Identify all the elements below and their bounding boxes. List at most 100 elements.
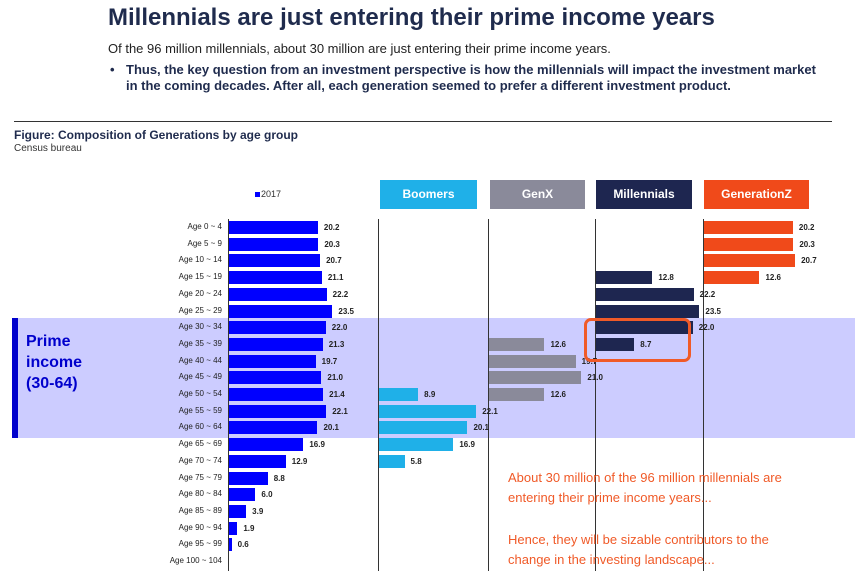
bar-genx (489, 388, 545, 401)
bar-value-label: 12.6 (550, 339, 567, 349)
y-tick-label: Age 25 ~ 29 (178, 305, 222, 315)
prime-income-band (12, 318, 855, 438)
bar-boomers (379, 454, 405, 468)
y-tick-label: Age 70 ~ 74 (178, 455, 222, 465)
bar-2017 (229, 271, 322, 285)
y-tick-label: Age 10 ~ 14 (178, 255, 222, 265)
page-subtitle: Of the 96 million millennials, about 30 … (108, 41, 611, 56)
bar-boomers (379, 388, 419, 401)
y-tick-label: Age 40 ~ 44 (178, 355, 222, 365)
chart-legend: 2017 (255, 189, 281, 199)
bar-2017 (229, 438, 304, 452)
note-line: About 30 million of the 96 million mille… (508, 470, 782, 485)
y-tick-label: Age 65 ~ 69 (178, 439, 222, 449)
y-tick-label: Age 35 ~ 39 (178, 338, 222, 348)
bar-2017 (229, 237, 319, 251)
bar-generationz (704, 271, 760, 285)
divider (14, 121, 832, 122)
y-tick-label: Age 45 ~ 49 (178, 372, 222, 382)
bar-generationz (704, 254, 796, 268)
bar-2017 (229, 538, 232, 552)
bar-2017 (229, 221, 318, 234)
bar-value-label: 22.1 (482, 406, 498, 416)
axis-line-genx (488, 219, 489, 571)
bar-millennials (596, 287, 694, 301)
bar-2017 (229, 321, 326, 335)
bar-value-label: 16.9 (309, 440, 325, 450)
bar-millennials (596, 271, 653, 285)
bar-value-label: 21.3 (328, 339, 345, 349)
axis-line-total (228, 219, 229, 571)
y-tick-label: Age 60 ~ 64 (178, 422, 222, 432)
page-title: Millennials are just entering their prim… (108, 4, 715, 31)
bar-2017 (229, 287, 327, 301)
bar-millennials (596, 337, 635, 351)
header-millennials: Millennials (596, 180, 692, 209)
prime-income-label: Prime income (30-64) (26, 331, 82, 394)
bar-value-label: 6.0 (261, 490, 273, 500)
bar-millennials (596, 321, 693, 335)
bar-value-label: 22.0 (698, 323, 715, 333)
y-tick-label: Age 100 ~ 104 (169, 556, 222, 565)
y-tick-label: Age 55 ~ 59 (178, 405, 222, 415)
bar-value-label: 23.5 (705, 306, 721, 316)
prime-income-accent (12, 318, 18, 438)
prime-label-line: income (26, 354, 83, 371)
bar-genx (489, 354, 576, 368)
y-tick-label: Age 50 ~ 54 (178, 389, 222, 398)
figure-source: Census bureau (14, 143, 82, 154)
y-tick-label: Age 80 ~ 84 (178, 489, 222, 499)
bar-value-label: 22.2 (699, 289, 716, 299)
bar-value-label: 16.9 (459, 440, 475, 450)
bar-2017 (229, 488, 256, 502)
bar-value-label: 12.6 (765, 273, 782, 283)
millennials-prime-highlight (584, 318, 691, 362)
bar-value-label: 21.0 (327, 373, 343, 383)
y-tick-label: Age 85 ~ 89 (178, 505, 222, 515)
bar-2017 (229, 354, 316, 368)
bar-boomers (379, 421, 468, 435)
bar-2017 (229, 371, 322, 385)
bar-value-label: 21.0 (587, 373, 603, 383)
bar-value-label: 12.8 (658, 273, 674, 283)
bar-2017 (229, 388, 324, 401)
note-line: entering their prime income years... (508, 490, 712, 505)
y-tick-label: Age 20 ~ 24 (178, 288, 222, 298)
y-tick-label: Age 0 ~ 4 (187, 222, 222, 231)
legend-label: 2017 (261, 189, 282, 199)
key-question-bullet: • Thus, the key question from an investm… (110, 62, 830, 94)
axis-line-generationz (703, 219, 704, 571)
bar-value-label: 20.1 (323, 423, 340, 433)
bar-value-label: 20.1 (473, 423, 490, 433)
bar-value-label: 8.8 (273, 473, 285, 483)
bar-genx (489, 371, 582, 385)
prime-label-line: Prime (26, 333, 71, 350)
bar-value-label: 12.9 (291, 456, 308, 466)
axis-line-boomers (378, 219, 379, 571)
bar-2017 (229, 304, 333, 318)
bar-value-label: 22.0 (331, 323, 348, 333)
bullet-text: Thus, the key question from an investmen… (126, 62, 816, 93)
bar-value-label: 0.6 (237, 540, 249, 550)
bar-value-label: 20.2 (798, 223, 815, 232)
bar-value-label: 22.1 (332, 406, 348, 416)
bar-value-label: 22.2 (332, 289, 349, 299)
bar-value-label: 20.7 (801, 256, 817, 266)
bar-value-label: 20.2 (323, 223, 340, 232)
bar-value-label: 20.3 (324, 239, 340, 249)
y-tick-label: Age 15 ~ 19 (178, 272, 222, 282)
bar-2017 (229, 504, 247, 518)
prime-label-line: (30-64) (26, 375, 78, 392)
bar-value-label: 21.1 (327, 273, 344, 283)
header-genx: GenX (490, 180, 585, 209)
note-line: change in the investing landscape... (508, 552, 715, 567)
bar-2017 (229, 454, 286, 468)
bar-generationz (704, 221, 793, 234)
bar-boomers (379, 404, 477, 418)
y-tick-label: Age 90 ~ 94 (178, 522, 222, 532)
bar-2017 (229, 471, 268, 485)
bar-2017 (229, 421, 318, 435)
bar-2017 (229, 254, 321, 268)
legend-swatch (255, 192, 260, 198)
bar-2017 (229, 404, 327, 418)
